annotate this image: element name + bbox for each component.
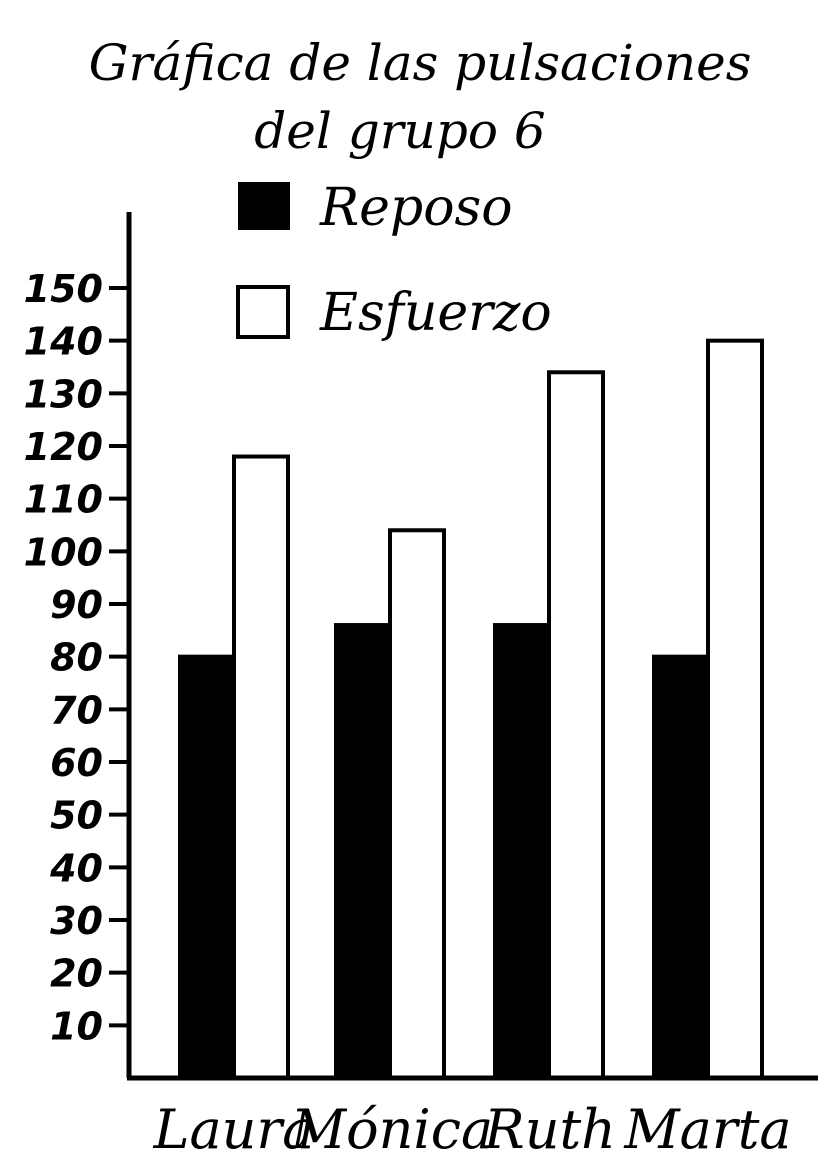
bar-esfuerzo-laura bbox=[232, 454, 290, 1080]
legend-label-esfuerzo: Esfuerzo bbox=[319, 283, 552, 343]
bar-reposo-ruth bbox=[493, 623, 551, 1080]
y-tick-label: 70 bbox=[50, 688, 103, 732]
bar-esfuerzo-ruth bbox=[547, 370, 605, 1080]
y-tick-label: 120 bbox=[24, 425, 103, 469]
y-tick-label: 110 bbox=[24, 478, 103, 522]
y-tick-label: 80 bbox=[50, 636, 103, 680]
y-tick-label: 50 bbox=[50, 794, 103, 838]
x-category-label: Ruth bbox=[483, 1098, 616, 1160]
y-tick-label: 150 bbox=[24, 267, 103, 311]
chart-title: Gráfica de las pulsaciones bbox=[89, 34, 752, 92]
bar-reposo-marta bbox=[652, 654, 710, 1081]
y-tick-label: 90 bbox=[50, 583, 103, 627]
chart-subtitle: del grupo 6 bbox=[254, 102, 545, 160]
y-tick-label: 60 bbox=[50, 741, 103, 785]
legend-swatch-reposo bbox=[238, 182, 290, 230]
y-tick-label: 100 bbox=[24, 530, 103, 574]
bar-reposo-laura bbox=[178, 654, 236, 1081]
y-tick-label: 10 bbox=[50, 1004, 103, 1048]
legend-label-reposo: Reposo bbox=[319, 178, 513, 238]
bar-esfuerzo-mónica bbox=[388, 528, 446, 1080]
y-tick-label: 20 bbox=[50, 952, 103, 996]
y-tick-label: 40 bbox=[49, 846, 103, 890]
x-category-label: Marta bbox=[623, 1098, 791, 1160]
y-tick-label: 30 bbox=[50, 899, 103, 943]
x-category-label: Laura bbox=[153, 1098, 315, 1160]
y-tick-label: 140 bbox=[24, 320, 103, 364]
legend-swatch-esfuerzo bbox=[236, 285, 290, 339]
y-tick-label: 130 bbox=[24, 372, 103, 416]
x-category-label: Mónica bbox=[290, 1098, 493, 1160]
bar-esfuerzo-marta bbox=[706, 338, 764, 1080]
bar-reposo-mónica bbox=[334, 623, 392, 1080]
